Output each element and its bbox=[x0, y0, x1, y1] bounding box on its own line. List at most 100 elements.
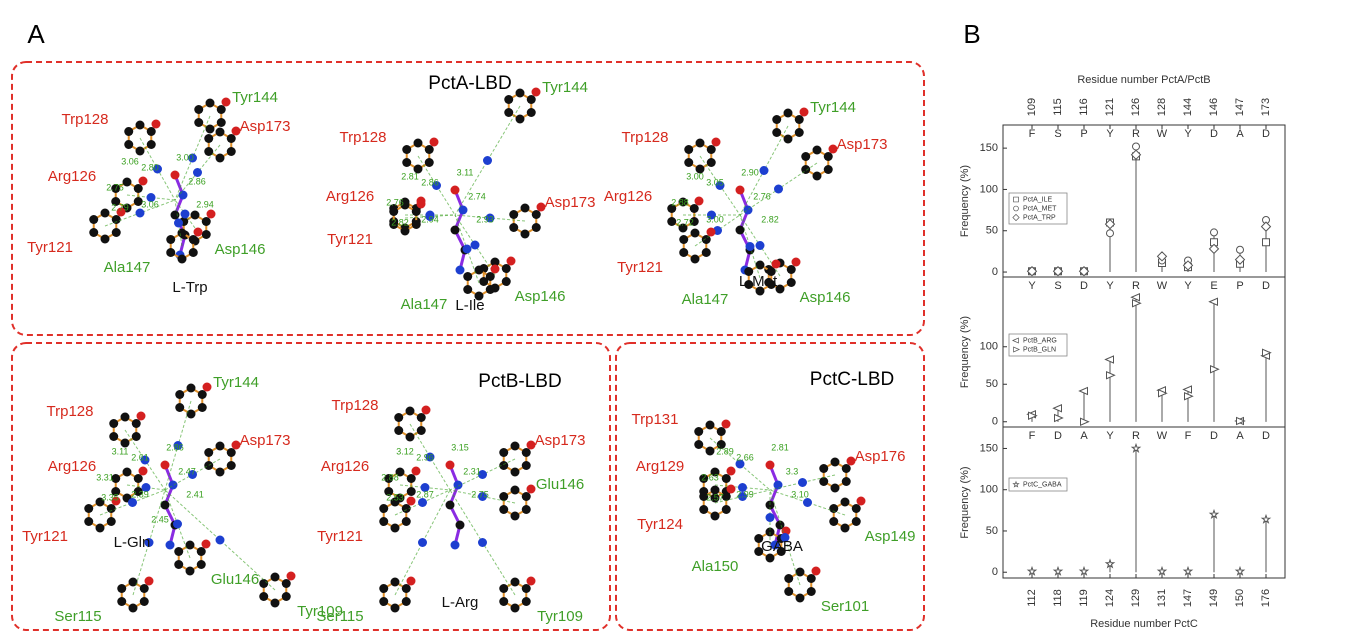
atom bbox=[522, 505, 531, 514]
distance-label: 2.76 bbox=[753, 191, 771, 201]
atom bbox=[478, 538, 487, 547]
atom bbox=[216, 536, 225, 545]
atom bbox=[204, 134, 213, 143]
residue-letter: D bbox=[1210, 430, 1218, 442]
atom bbox=[679, 235, 688, 244]
residue-letter: D bbox=[1262, 430, 1270, 442]
atom bbox=[430, 138, 439, 147]
atom bbox=[425, 158, 434, 167]
atom bbox=[136, 147, 145, 156]
atom bbox=[456, 266, 465, 275]
distance-label: 2.53 bbox=[386, 492, 404, 502]
residue-label: Tyr124 bbox=[637, 516, 683, 533]
atom bbox=[204, 448, 213, 457]
atom bbox=[187, 384, 196, 393]
residue-letter: Y bbox=[1184, 128, 1192, 140]
atom bbox=[166, 541, 175, 550]
residue-label: Asp149 bbox=[865, 528, 916, 545]
distance-label: 2.45 bbox=[151, 514, 169, 524]
atom bbox=[819, 477, 828, 486]
atom bbox=[101, 235, 110, 244]
distance-label: 2.90 bbox=[741, 167, 759, 177]
atom bbox=[784, 587, 793, 596]
distance-label: 2.94 bbox=[421, 214, 439, 224]
residue-label: Tyr144 bbox=[542, 79, 588, 96]
residue-label: Arg126 bbox=[326, 188, 374, 205]
atom bbox=[852, 504, 861, 513]
atom bbox=[179, 191, 188, 200]
residue-label: Glu146 bbox=[211, 571, 259, 588]
atom bbox=[379, 517, 388, 526]
atom bbox=[499, 448, 508, 457]
atom bbox=[129, 604, 138, 613]
atom bbox=[813, 172, 822, 181]
marker bbox=[1262, 515, 1270, 522]
residue-label: Tyr144 bbox=[810, 99, 856, 116]
residue-letter: F bbox=[1029, 128, 1036, 140]
atom bbox=[736, 186, 745, 195]
atom bbox=[829, 517, 838, 526]
atom bbox=[784, 574, 793, 583]
atom bbox=[509, 210, 518, 219]
distance-label: 2.61 bbox=[131, 452, 149, 462]
residue-label: Trp128 bbox=[62, 111, 109, 128]
atom bbox=[772, 128, 781, 137]
atom bbox=[407, 474, 416, 483]
residue-letter: F bbox=[1029, 430, 1036, 442]
atom bbox=[667, 217, 676, 226]
residue-letter: D bbox=[1054, 430, 1062, 442]
distance-label: 2.80 bbox=[141, 162, 159, 172]
marker bbox=[1158, 567, 1166, 574]
figure: A B PctA-LBD PctB-LBD PctC-LBD Trp128Arg… bbox=[0, 0, 1348, 633]
atom bbox=[282, 592, 291, 601]
distance-label: 2.93 bbox=[476, 214, 494, 224]
atom bbox=[171, 171, 180, 180]
distance-label: 2.88 bbox=[381, 472, 399, 482]
y-tick-label: 0 bbox=[992, 566, 998, 578]
atom bbox=[446, 501, 455, 510]
residue-label: Asp146 bbox=[215, 241, 266, 258]
atom bbox=[522, 448, 531, 457]
distance-label: 3.12 bbox=[396, 446, 414, 456]
atom bbox=[727, 485, 736, 494]
atom bbox=[194, 228, 203, 237]
atom bbox=[174, 547, 183, 556]
atom bbox=[857, 497, 866, 506]
residue-letter: S bbox=[1054, 280, 1061, 292]
atom bbox=[391, 604, 400, 613]
atom bbox=[511, 442, 520, 451]
marker bbox=[1054, 567, 1062, 574]
box-title: PctC-LBD bbox=[810, 369, 894, 390]
atom bbox=[722, 474, 731, 483]
y-axis-title: Frequency (%) bbox=[959, 165, 971, 237]
x-tick-label: 150 bbox=[1234, 589, 1246, 607]
residue-letter: Y bbox=[1028, 280, 1036, 292]
x-tick-label: 149 bbox=[1208, 589, 1220, 607]
atom bbox=[486, 285, 495, 294]
atom bbox=[522, 597, 531, 606]
y-tick-label: 0 bbox=[992, 416, 998, 428]
atom bbox=[117, 597, 126, 606]
atom bbox=[507, 257, 516, 266]
x-tick-label: 176 bbox=[1260, 589, 1272, 607]
box-title: PctA-LBD bbox=[428, 73, 511, 94]
residue-letter: D bbox=[1262, 280, 1270, 292]
atom bbox=[391, 578, 400, 587]
atom bbox=[109, 419, 118, 428]
atom bbox=[795, 115, 804, 124]
residue-letter: R bbox=[1132, 128, 1140, 140]
distance-label: 3.11 bbox=[112, 446, 129, 456]
atom bbox=[511, 604, 520, 613]
atom bbox=[852, 517, 861, 526]
atom bbox=[202, 217, 211, 226]
atom bbox=[521, 230, 530, 239]
atom bbox=[502, 264, 511, 273]
atom bbox=[379, 584, 388, 593]
atom bbox=[819, 464, 828, 473]
atom bbox=[456, 521, 465, 530]
distance-label: 3.3 bbox=[786, 466, 799, 476]
legend-marker bbox=[1014, 197, 1019, 202]
legend-label: PctB_ARG bbox=[1023, 337, 1057, 344]
atom bbox=[140, 597, 149, 606]
residue-letter: P bbox=[1080, 128, 1087, 140]
